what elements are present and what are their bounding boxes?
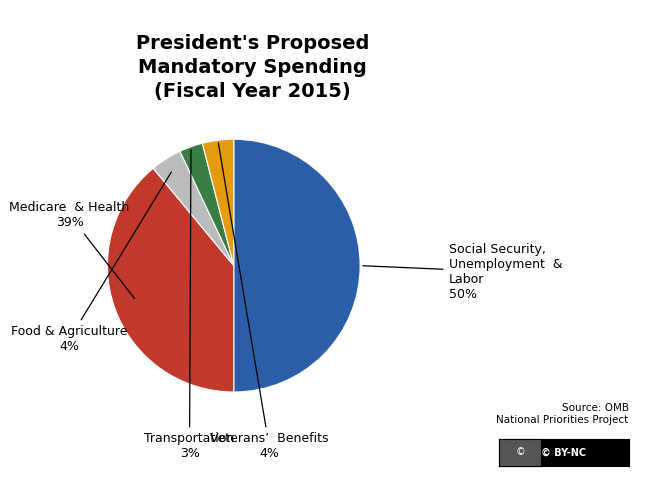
Wedge shape: [202, 139, 234, 265]
Text: President's Proposed
Mandatory Spending
(Fiscal Year 2015): President's Proposed Mandatory Spending …: [136, 34, 369, 101]
Text: Medicare  & Health
39%: Medicare & Health 39%: [9, 201, 135, 299]
Wedge shape: [180, 143, 234, 265]
Wedge shape: [234, 139, 360, 392]
Text: Transportation
3%: Transportation 3%: [145, 150, 235, 460]
Text: Veterans’  Benefits
4%: Veterans’ Benefits 4%: [210, 143, 329, 460]
Text: Food & Agriculture
4%: Food & Agriculture 4%: [11, 172, 171, 353]
Text: Social Security,
Unemployment  &
Labor
50%: Social Security, Unemployment & Labor 50…: [363, 243, 562, 301]
Text: © BY-NC: © BY-NC: [541, 447, 586, 457]
Text: Source: OMB
National Priorities Project: Source: OMB National Priorities Project: [496, 403, 629, 425]
Wedge shape: [108, 168, 234, 392]
Text: ©: ©: [515, 447, 525, 457]
Wedge shape: [153, 151, 234, 265]
